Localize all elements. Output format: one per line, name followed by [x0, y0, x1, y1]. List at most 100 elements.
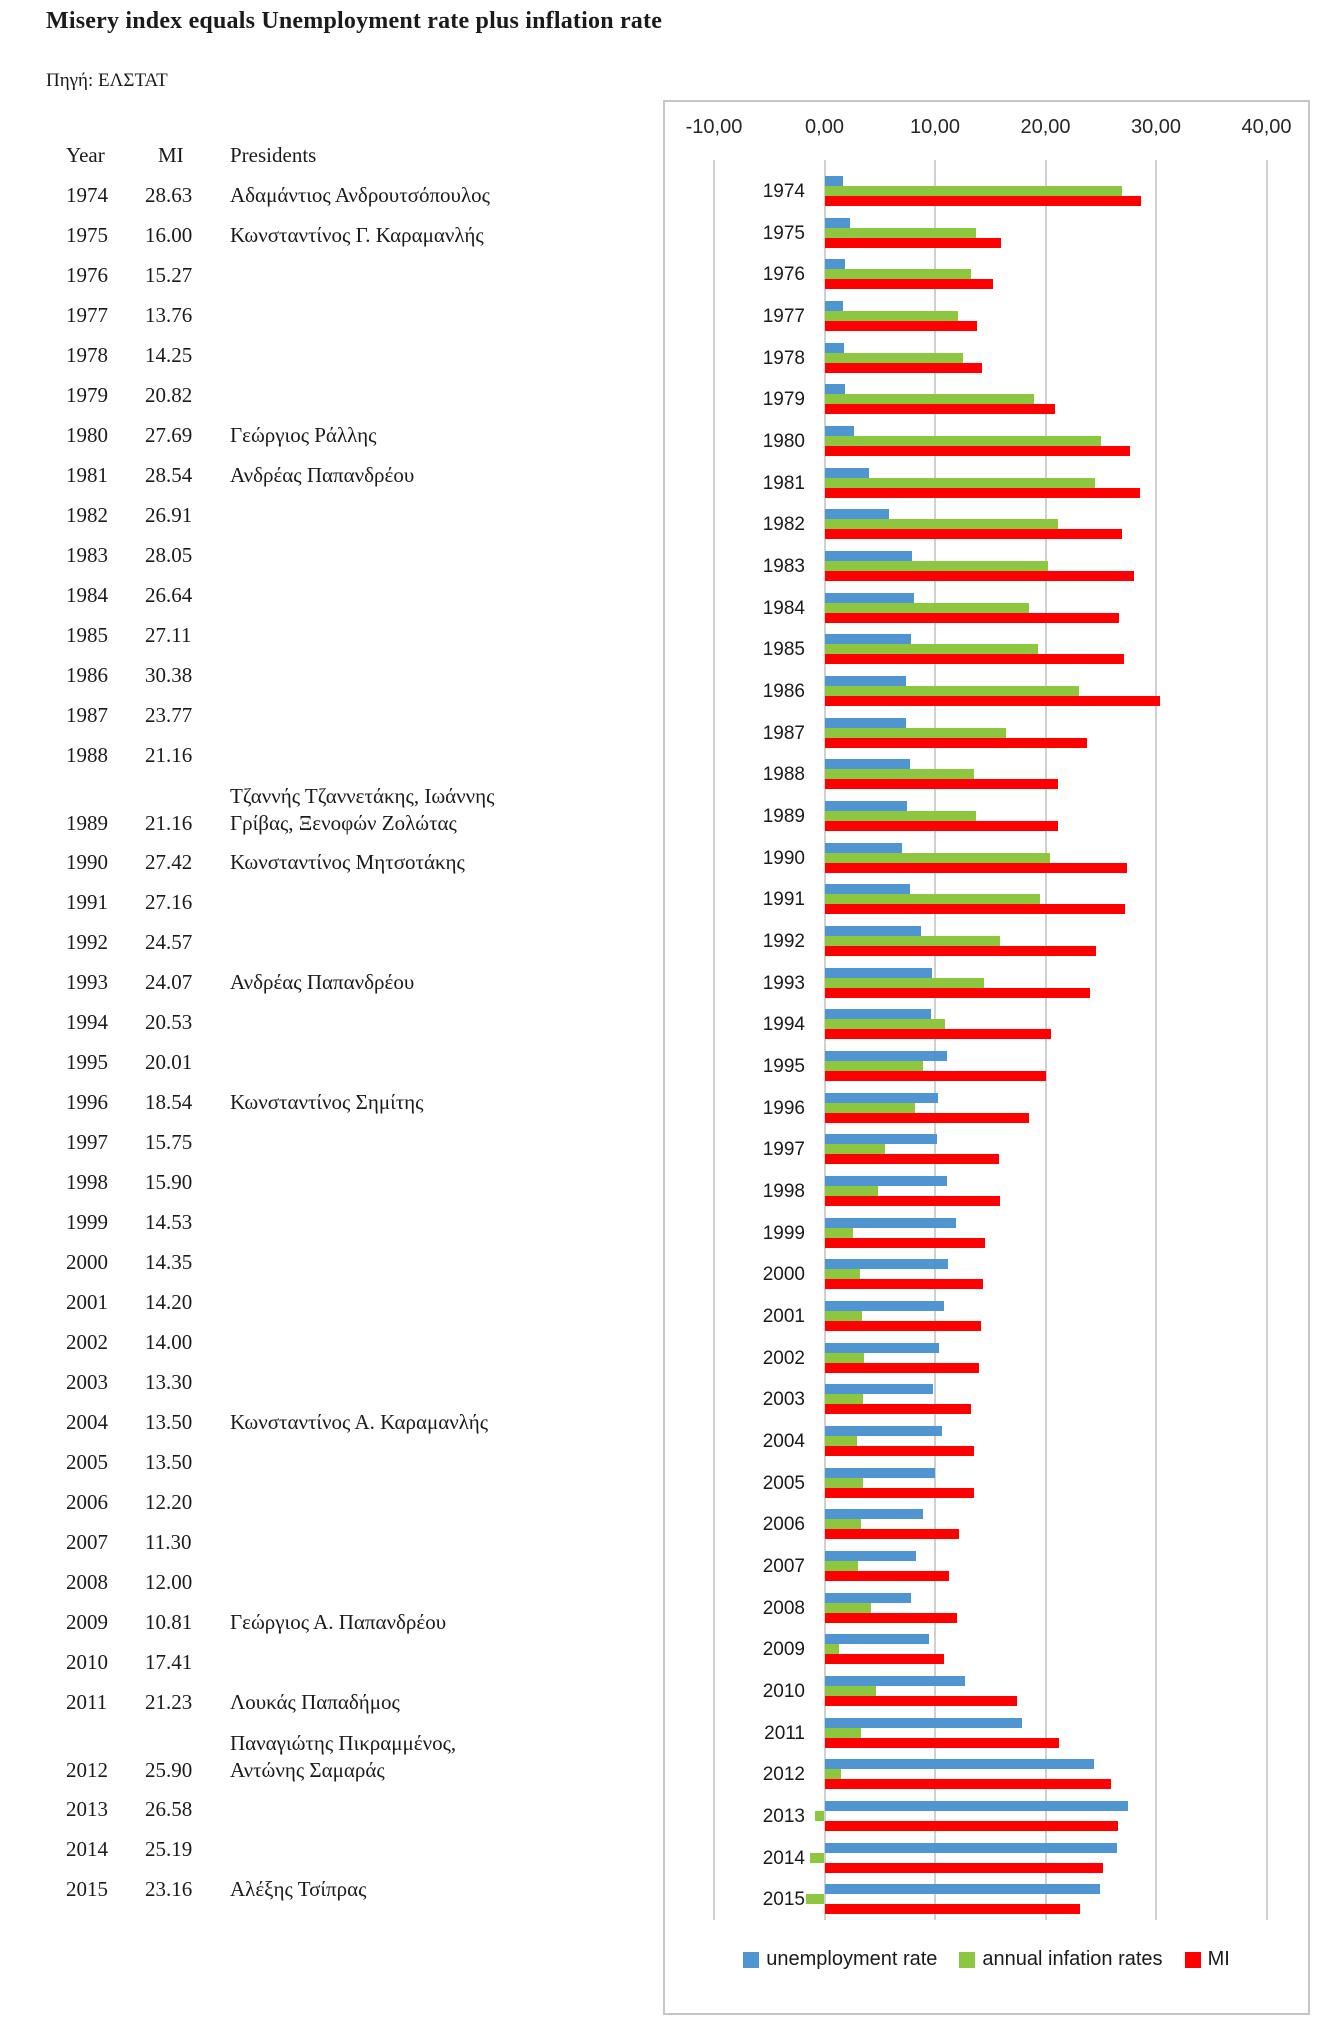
bar-mi — [824, 1446, 974, 1457]
chart-year-group: 1995 — [665, 1051, 1308, 1082]
chart-year-group: 2009 — [665, 1634, 1308, 1665]
chart-year-group: 2012 — [665, 1759, 1308, 1790]
bar-unemployment — [824, 426, 855, 437]
year-label: 1995 — [762, 1056, 805, 1078]
bar-inflation — [824, 1019, 945, 1030]
year-cell: 1978 — [66, 343, 108, 367]
bar-inflation — [824, 727, 1006, 738]
chart-year-group: 1998 — [665, 1176, 1308, 1207]
table-row: 2012 25.90 Παναγιώτης Πικραμμένος, Αντώνης … — [66, 1722, 626, 1789]
mi-cell: 24.07 — [145, 970, 193, 994]
bar-mi — [824, 1404, 972, 1415]
mi-cell: 14.53 — [145, 1210, 193, 1234]
bar-unemployment — [824, 801, 908, 812]
bar-inflation — [824, 936, 1001, 947]
bar-mi — [824, 946, 1096, 957]
year-cell: 1987 — [66, 703, 108, 727]
bar-unemployment — [824, 1884, 1100, 1895]
bar-unemployment — [824, 301, 844, 311]
chart-year-group: 1991 — [665, 884, 1308, 915]
table-row: 1986 30.38 — [66, 655, 626, 695]
bar-unemployment — [824, 1717, 1023, 1728]
chart-year-group: 1999 — [665, 1217, 1308, 1248]
president-cell: Κωνσταντίνος Μητσοτάκης — [230, 850, 465, 874]
year-cell: 1984 — [66, 583, 108, 607]
table-header-row: Year MI Presidents — [66, 135, 626, 175]
table-row: 2013 26.58 — [66, 1789, 626, 1829]
president-cell: Κωνσταντίνος Α. Καραμανλής — [230, 1410, 489, 1434]
year-label: 1977 — [762, 306, 805, 327]
chart-year-group: 1992 — [665, 926, 1308, 957]
year-label: 1988 — [762, 764, 805, 786]
chart-year-group: 1986 — [665, 676, 1308, 707]
bar-mi — [824, 1612, 958, 1623]
bar-mi — [824, 1737, 1060, 1748]
bar-mi — [824, 1154, 999, 1165]
year-cell: 2006 — [66, 1490, 108, 1514]
bar-mi — [824, 196, 1141, 206]
x-axis-tick-label: 0,00 — [805, 116, 844, 138]
mi-cell: 13.50 — [145, 1450, 193, 1474]
table-row: 2011 21.23 Λουκάς Παπαδήμος — [66, 1682, 626, 1722]
bar-mi — [824, 1862, 1103, 1873]
year-label: 2015 — [762, 1889, 805, 1911]
year-label: 1992 — [762, 931, 805, 953]
chart-year-group: 2013 — [665, 1801, 1308, 1832]
bar-inflation — [824, 436, 1101, 447]
bar-unemployment — [824, 467, 869, 478]
table-row: 2000 14.35 — [66, 1242, 626, 1282]
legend-item: annual infation rates — [959, 1948, 1163, 1971]
table-row: 1989 21.16 Τζαννής Τζαννετάκης, Ιωάννης Γρί… — [66, 775, 626, 842]
bar-inflation — [824, 602, 1029, 613]
year-label: 1990 — [762, 847, 805, 869]
bar-mi — [824, 1821, 1119, 1832]
chart-year-group: 1975 — [665, 217, 1308, 248]
president-cell: Κωνσταντίνος Σημίτης — [230, 1090, 424, 1114]
mi-cell: 10.81 — [145, 1610, 193, 1634]
year-cell: 1992 — [66, 930, 108, 954]
year-label: 1994 — [762, 1014, 805, 1036]
table-row: 1981 28.54 Ανδρέας Παπανδρέου — [66, 455, 626, 495]
year-label: 1976 — [762, 264, 805, 286]
year-label: 1985 — [762, 639, 805, 661]
table-row: 2014 25.19 — [66, 1829, 626, 1869]
chart-year-group: 2010 — [665, 1676, 1308, 1707]
year-cell: 1994 — [66, 1010, 108, 1034]
president-cell: Παναγιώτης Πικραμμένος, Αντώνης Σαμαράς — [230, 1731, 457, 1782]
bar-inflation — [824, 227, 976, 238]
year-cell: 1988 — [66, 743, 108, 767]
year-cell: 1989 — [66, 811, 108, 835]
year-cell: 1976 — [66, 263, 108, 287]
gridline — [934, 160, 936, 1920]
chart-year-group: 2002 — [665, 1342, 1308, 1373]
table-row: 2010 17.41 — [66, 1642, 626, 1682]
year-label: 1989 — [762, 806, 805, 828]
bar-mi — [824, 821, 1059, 832]
mi-cell: 18.54 — [145, 1090, 193, 1114]
x-axis-tick-label: -10,00 — [685, 116, 743, 138]
bar-inflation — [824, 894, 1040, 905]
table-row: 1977 13.76 — [66, 295, 626, 335]
x-axis-tick-label: 20,00 — [1020, 116, 1071, 138]
mi-cell: 15.75 — [145, 1130, 193, 1154]
bar-inflation — [824, 1686, 877, 1697]
year-cell: 2005 — [66, 1450, 108, 1474]
bar-unemployment — [824, 1384, 933, 1395]
bar-unemployment — [824, 884, 910, 895]
year-cell: 1985 — [66, 623, 108, 647]
year-cell: 2014 — [66, 1837, 108, 1861]
bar-mi — [824, 237, 1002, 248]
bar-inflation — [824, 352, 963, 363]
legend-swatch — [743, 1951, 760, 1968]
mi-cell: 27.16 — [145, 890, 193, 914]
mi-cell: 13.76 — [145, 303, 193, 327]
president-cell: Κωνσταντίνος Γ. Καραμανλής — [230, 223, 484, 247]
page-title: Misery index equals Unemployment rate pl… — [46, 8, 663, 34]
gridline — [823, 160, 826, 1920]
chart-year-group: 1996 — [665, 1092, 1308, 1123]
year-label: 1982 — [762, 514, 805, 536]
table-row: 1995 20.01 — [66, 1042, 626, 1082]
year-cell: 1974 — [66, 183, 108, 207]
misery-index-chart: -10,00 0,00 10,00 20,00 30,00 40,00 1974 1975 1… — [663, 100, 1310, 2015]
bar-mi — [824, 1071, 1046, 1082]
